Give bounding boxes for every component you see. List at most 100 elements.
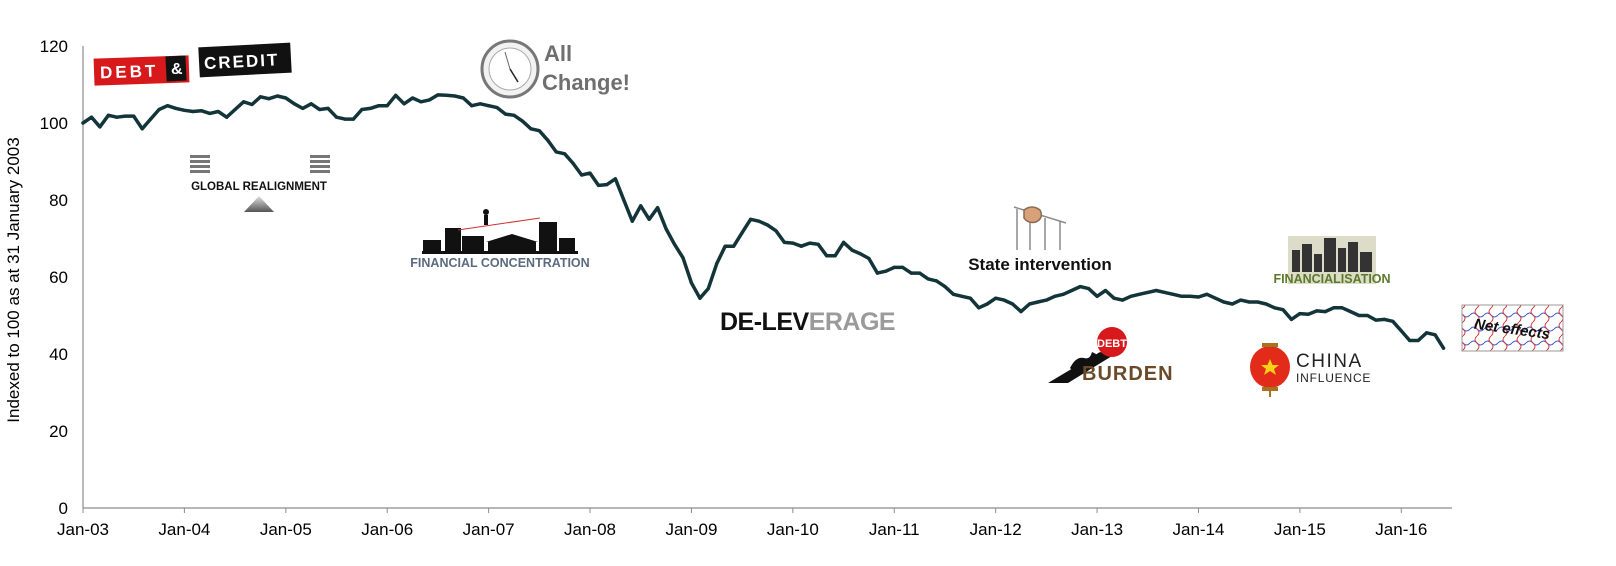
amp-label-bg [165, 55, 187, 82]
data-point [951, 292, 956, 296]
data-point [132, 114, 136, 118]
data-point [1247, 300, 1251, 304]
x-tick-label: Jan-10 [767, 520, 819, 539]
data-point [461, 96, 465, 100]
data-point [1044, 298, 1048, 302]
y-tick-label: 40 [49, 345, 68, 364]
debt-label-bg [93, 55, 190, 86]
data-point [377, 104, 381, 108]
y-tick-label: 100 [40, 114, 68, 133]
puppet-hand-icon [1013, 206, 1067, 250]
y-tick-label: 80 [49, 191, 68, 210]
data-point [1002, 298, 1006, 302]
data-point [385, 104, 389, 108]
data-point [1095, 294, 1099, 298]
data-point [267, 97, 271, 101]
burden-label: BURDEN [1082, 363, 1174, 385]
left-stack-icon [190, 155, 210, 173]
x-tick-label: Jan-15 [1274, 520, 1326, 539]
data-point [1053, 294, 1057, 298]
data-point [630, 219, 634, 223]
data-point [1103, 288, 1108, 293]
data-point [123, 114, 127, 118]
x-tick-label: Jan-06 [361, 520, 413, 539]
data-point [318, 107, 322, 112]
debt-label: DEBT [100, 61, 159, 82]
data-point [1129, 294, 1133, 298]
barometer-needle-2 [504, 51, 511, 70]
data-point [368, 106, 372, 110]
china-influence-logo: CHINA INFLUENCE [1250, 343, 1370, 397]
data-point [106, 113, 110, 117]
data-point [436, 93, 440, 97]
data-point [757, 219, 761, 223]
data-point [1306, 312, 1310, 316]
data-point [596, 183, 601, 187]
data-point [664, 227, 668, 231]
data-point [275, 94, 279, 98]
data-point [850, 248, 854, 252]
debt-burden-logo: DEBT BURDEN [1048, 327, 1174, 385]
data-point [1070, 288, 1074, 293]
x-tick-label: Jan-03 [57, 520, 109, 539]
data-point [1222, 300, 1226, 304]
data-point [968, 296, 972, 300]
data-point [918, 271, 922, 275]
data-point [1272, 306, 1277, 310]
data-point [115, 115, 119, 119]
data-point [1188, 294, 1192, 298]
data-point [1061, 292, 1065, 296]
data-point [613, 177, 618, 181]
data-point [1180, 294, 1184, 298]
data-point [901, 265, 905, 269]
data-point [808, 241, 812, 245]
city-skyline-icon [422, 222, 578, 254]
x-tick-label: Jan-13 [1071, 520, 1123, 539]
data-point [360, 107, 364, 112]
data-point [284, 96, 288, 100]
data-point [334, 115, 339, 119]
data-point [81, 121, 85, 125]
data-point [1340, 306, 1344, 310]
data-point [884, 269, 888, 273]
data-point [1332, 306, 1336, 310]
credit-label: CREDIT [204, 50, 280, 73]
data-point [208, 111, 212, 115]
data-point [563, 152, 567, 156]
data-point [1019, 310, 1023, 314]
data-point [191, 109, 195, 114]
data-point [1213, 296, 1217, 300]
data-point [1137, 292, 1141, 296]
data-point [1011, 302, 1015, 306]
data-point [529, 127, 533, 131]
data-point [1433, 333, 1437, 337]
financialisation-label: FINANCIALISATION [1273, 272, 1390, 286]
data-point [394, 93, 398, 97]
person-pushing-icon [1070, 352, 1096, 372]
data-point [1357, 313, 1361, 318]
data-point [774, 229, 778, 233]
data-point [242, 100, 246, 104]
axes [82, 46, 1452, 509]
data-point [503, 112, 508, 116]
x-tick-label: Jan-07 [463, 520, 515, 539]
x-tick-label: Jan-12 [970, 520, 1022, 539]
data-point [1441, 346, 1446, 350]
right-stack-icon [310, 155, 330, 173]
state-intervention-label: State intervention [968, 255, 1112, 274]
data-point [537, 129, 541, 133]
slope-icon [1048, 352, 1112, 383]
x-tick-label: Jan-16 [1375, 520, 1427, 539]
data-point [199, 109, 203, 113]
data-point [1154, 288, 1158, 293]
data-point [419, 100, 423, 104]
data-point [140, 127, 144, 131]
data-point [842, 240, 846, 244]
data-point [182, 108, 186, 112]
data-point [605, 183, 609, 187]
data-point [351, 117, 355, 121]
y-tick-label: 0 [59, 499, 68, 518]
data-point [216, 109, 220, 114]
data-point [1408, 338, 1412, 343]
y-tick-label: 120 [40, 37, 68, 56]
